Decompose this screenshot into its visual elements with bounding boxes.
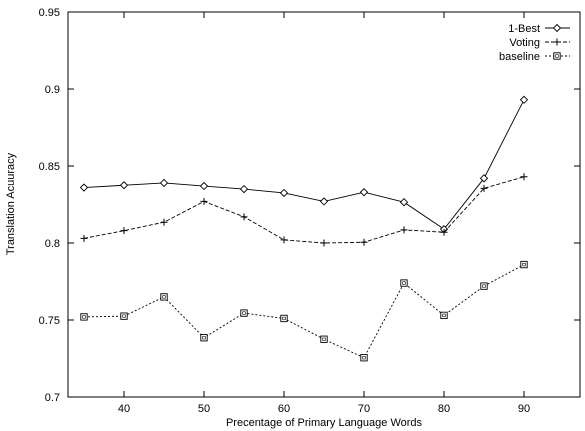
y-tick-label: 0.75 — [39, 315, 60, 327]
plot-frame — [67, 11, 581, 398]
x-tick-label: 80 — [438, 403, 450, 415]
data-point-baseline-inner — [482, 284, 486, 288]
data-point-baseline — [440, 311, 448, 320]
data-point-baseline-inner — [202, 336, 206, 340]
x-tick-label: 70 — [358, 403, 370, 415]
data-point-voting — [80, 234, 88, 242]
data-point-baseline-outer — [520, 260, 528, 269]
data-point-voting — [320, 239, 328, 247]
y-tick-label: 0.8 — [45, 238, 60, 250]
data-point-voting — [400, 226, 408, 234]
data-point-voting — [200, 197, 208, 205]
data-point-1-best — [159, 178, 169, 188]
data-point-baseline — [280, 314, 288, 323]
data-point-voting — [240, 213, 248, 221]
x-axis-label: Precentage of Primary Language Words — [226, 417, 423, 429]
data-point-baseline — [80, 313, 88, 321]
data-point-baseline-inner — [402, 281, 406, 285]
data-point-baseline — [240, 309, 248, 317]
data-point-baseline — [480, 282, 488, 290]
data-point-voting — [360, 238, 368, 246]
y-tick-label: 0.95 — [39, 7, 60, 19]
legend-marker-baseline-inner — [555, 54, 559, 58]
legend-label-voting: Voting — [509, 37, 540, 49]
legend-marker-1-best — [552, 23, 562, 33]
data-point-baseline — [360, 354, 368, 362]
y-tick-label: 0.9 — [45, 84, 60, 96]
series-layer — [79, 95, 529, 362]
data-point-baseline-outer — [200, 334, 208, 342]
x-tick-label: 60 — [278, 403, 290, 415]
x-tick-label: 50 — [198, 403, 210, 415]
data-point-voting — [440, 228, 448, 236]
legend-marker-baseline-outer — [553, 52, 561, 60]
legend-marker-voting — [553, 38, 561, 46]
x-tick-label: 40 — [118, 403, 130, 415]
data-point-1-best — [279, 188, 289, 198]
data-point-baseline — [200, 334, 208, 342]
series-line-1-best — [83, 99, 525, 230]
data-point-baseline-inner — [322, 337, 326, 341]
data-point-baseline — [120, 312, 128, 320]
data-point-baseline — [400, 279, 408, 287]
data-point-baseline-inner — [162, 295, 166, 299]
data-point-baseline-inner — [442, 313, 446, 317]
data-point-1-best — [319, 197, 329, 206]
data-point-voting — [520, 173, 528, 181]
data-point-baseline-outer — [440, 311, 448, 320]
data-point-baseline-outer — [400, 279, 408, 287]
data-point-voting — [280, 236, 288, 244]
y-axis-label: Translation Acuuracy — [5, 152, 17, 255]
data-point-1-best — [119, 181, 129, 190]
legend: 1-Best Voting baseline — [499, 23, 570, 63]
data-point-baseline-inner — [242, 311, 246, 315]
data-point-voting — [160, 218, 168, 226]
x-tick-label: 90 — [518, 403, 530, 415]
y-tick-label: 0.7 — [45, 392, 60, 404]
data-point-baseline-outer — [160, 293, 168, 301]
data-point-1-best — [359, 188, 369, 197]
data-point-baseline-inner — [282, 316, 286, 321]
y-axis-ticks: 0.7 0.75 0.8 0.85 0.9 0.95 — [39, 7, 580, 404]
data-point-1-best — [79, 183, 89, 192]
x-axis-ticks: 40 50 60 70 80 90 — [118, 12, 530, 415]
y-tick-label: 0.85 — [39, 161, 60, 173]
data-point-baseline-outer — [280, 314, 288, 323]
data-point-1-best — [399, 198, 409, 207]
data-point-baseline — [160, 293, 168, 301]
legend-label-1-best: 1-Best — [508, 23, 540, 35]
data-point-baseline-outer — [120, 312, 128, 320]
data-point-baseline-inner — [362, 356, 366, 360]
data-point-1-best — [519, 95, 529, 104]
data-point-1-best — [479, 174, 489, 183]
data-point-baseline-outer — [80, 313, 88, 321]
data-point-baseline-outer — [240, 309, 248, 317]
data-point-baseline-inner — [522, 262, 526, 267]
data-point-1-best — [239, 184, 249, 194]
data-point-baseline-inner — [82, 315, 86, 319]
data-point-baseline-outer — [480, 282, 488, 290]
legend-marker-baseline — [553, 52, 561, 60]
data-point-1-best — [199, 181, 209, 191]
data-point-baseline — [520, 260, 528, 269]
data-point-voting — [480, 184, 488, 192]
series-line-baseline — [83, 264, 525, 359]
legend-label-baseline: baseline — [499, 51, 540, 63]
data-point-voting — [120, 227, 128, 235]
data-point-baseline-outer — [320, 335, 328, 343]
data-point-baseline-outer — [360, 354, 368, 362]
series-line-voting — [83, 176, 525, 244]
data-point-baseline — [320, 335, 328, 343]
data-point-baseline-inner — [122, 314, 126, 318]
